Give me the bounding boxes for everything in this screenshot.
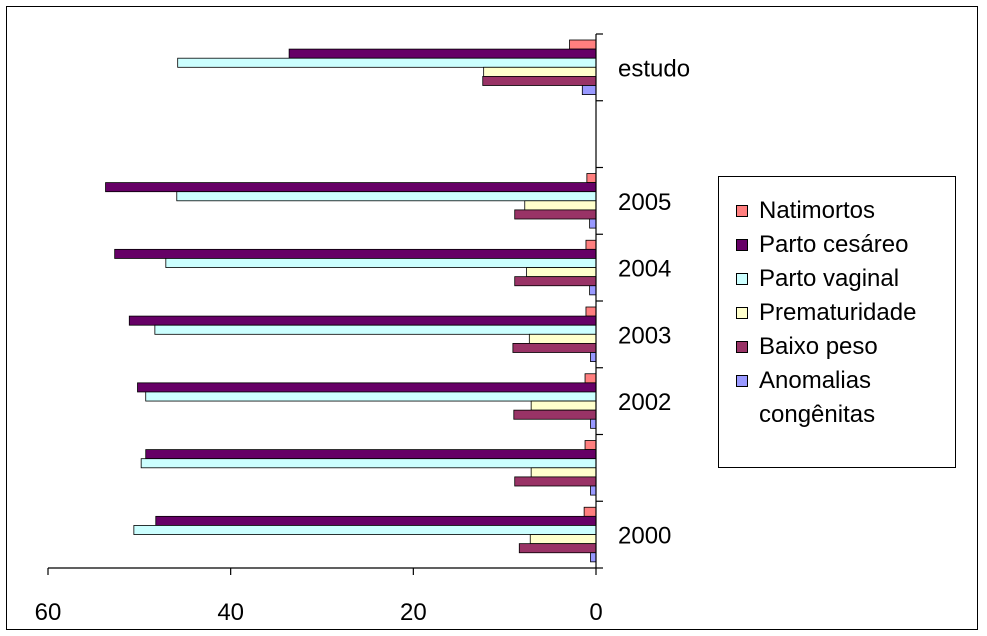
- bar-natimortos-estudo: [569, 39, 597, 50]
- bar-parto-cesareo-2002: [137, 382, 597, 393]
- legend-item-anomalias-continuation: congênitas: [719, 399, 957, 431]
- legend-swatch-anomalias: [736, 375, 748, 387]
- bar-anomalias-congenitas-cat1: [590, 485, 597, 496]
- legend-swatch-natimortos: [736, 205, 748, 217]
- bar-parto-cesareo-2004: [114, 248, 597, 259]
- x-tick-label: 40: [217, 599, 244, 626]
- y-tick-label: estudo: [618, 55, 690, 82]
- bar-natimortos-2000: [583, 506, 597, 517]
- y-tick-label: 2004: [618, 256, 671, 283]
- bar-parto-vaginal-2004: [165, 258, 597, 268]
- bar-parto-vaginal-2002: [145, 391, 597, 402]
- bar-parto-vaginal-2000: [133, 525, 597, 535]
- legend-label-prematuridade: Prematuridade: [759, 299, 917, 326]
- bar-baixo-peso-2005: [514, 209, 597, 220]
- bar-anomalias-congenitas-2002: [590, 418, 597, 429]
- bar-natimortos-2005: [586, 173, 597, 184]
- bar-anomalias-congenitas-2005: [589, 218, 597, 229]
- bar-prematuridade-estudo: [483, 66, 597, 77]
- bar-baixo-peso-2000: [518, 543, 597, 554]
- bar-natimortos-cat1: [584, 440, 597, 451]
- bar-prematuridade-2000: [529, 534, 597, 545]
- legend-swatch-parto-vaginal: [736, 273, 748, 285]
- bar-baixo-peso-2004: [514, 276, 597, 287]
- legend: Natimortos Parto cesáreo Parto vaginal P…: [718, 176, 956, 468]
- bar-baixo-peso-2003: [512, 342, 597, 353]
- bar-parto-vaginal-2003: [154, 324, 597, 335]
- bar-parto-cesareo-cat1: [145, 449, 597, 460]
- y-tick-label: 2003: [618, 322, 671, 349]
- legend-swatch-parto-cesareo: [736, 239, 748, 251]
- bar-baixo-peso-2002: [513, 409, 597, 420]
- x-tick-label: 0: [589, 599, 602, 626]
- bar-parto-vaginal-cat1: [140, 458, 597, 469]
- bars-layer: [105, 39, 597, 563]
- legend-item-anomalias: Anomalias: [719, 365, 957, 397]
- legend-swatch-baixo-peso: [736, 341, 748, 353]
- bar-prematuridade-2005: [524, 200, 597, 211]
- bar-anomalias-congenitas-2000: [590, 552, 597, 563]
- y-tick-label: 2005: [618, 189, 671, 216]
- legend-item-parto-cesareo: Parto cesáreo: [719, 229, 957, 261]
- bar-parto-vaginal-2005: [176, 191, 597, 202]
- bar-natimortos-2003: [585, 306, 597, 317]
- bar-baixo-peso-cat1: [514, 476, 597, 487]
- axes-layer: [47, 33, 603, 575]
- legend-label-baixo-peso: Baixo peso: [759, 333, 878, 360]
- bar-parto-cesareo-2003: [128, 315, 597, 326]
- legend-label-anomalias: Anomalias: [759, 367, 872, 394]
- y-tick-label: 2000: [618, 523, 671, 550]
- bar-prematuridade-cat1: [530, 467, 597, 478]
- bar-parto-cesareo-2000: [155, 515, 597, 526]
- bar-parto-vaginal-estudo: [177, 57, 597, 68]
- x-tick-label: 60: [35, 599, 62, 626]
- bar-natimortos-2004: [585, 239, 597, 250]
- bar-anomalias-congenitas-2003: [590, 352, 597, 363]
- bar-natimortos-2002: [584, 373, 597, 384]
- bar-parto-cesareo-estudo: [288, 48, 597, 59]
- y-tick-label: 2002: [618, 389, 671, 416]
- legend-label-parto-vaginal: Parto vaginal: [759, 265, 900, 292]
- bar-prematuridade-2004: [526, 267, 597, 278]
- bar-prematuridade-2003: [528, 333, 597, 344]
- legend-item-baixo-peso: Baixo peso: [719, 331, 957, 363]
- legend-label-congenitas: congênitas: [759, 401, 876, 428]
- legend-item-parto-vaginal: Parto vaginal: [719, 263, 957, 295]
- legend-item-prematuridade: Prematuridade: [719, 297, 957, 329]
- legend-label-parto-cesareo: Parto cesáreo: [759, 231, 909, 258]
- x-tick-label: 20: [400, 599, 427, 626]
- legend-label-natimortos: Natimortos: [759, 197, 876, 224]
- bar-anomalias-congenitas-2004: [589, 285, 597, 296]
- labels-layer: 2000 2002 2003 2004 2005 estudo 0 20 40 60: [35, 55, 690, 626]
- legend-item-natimortos: Natimortos: [719, 195, 957, 227]
- bar-prematuridade-2002: [530, 400, 597, 411]
- bar-parto-cesareo-2005: [105, 182, 597, 193]
- bar-anomalias-congenitas-estudo: [581, 85, 597, 96]
- legend-swatch-prematuridade: [736, 307, 748, 319]
- bar-baixo-peso-estudo: [482, 76, 597, 86]
